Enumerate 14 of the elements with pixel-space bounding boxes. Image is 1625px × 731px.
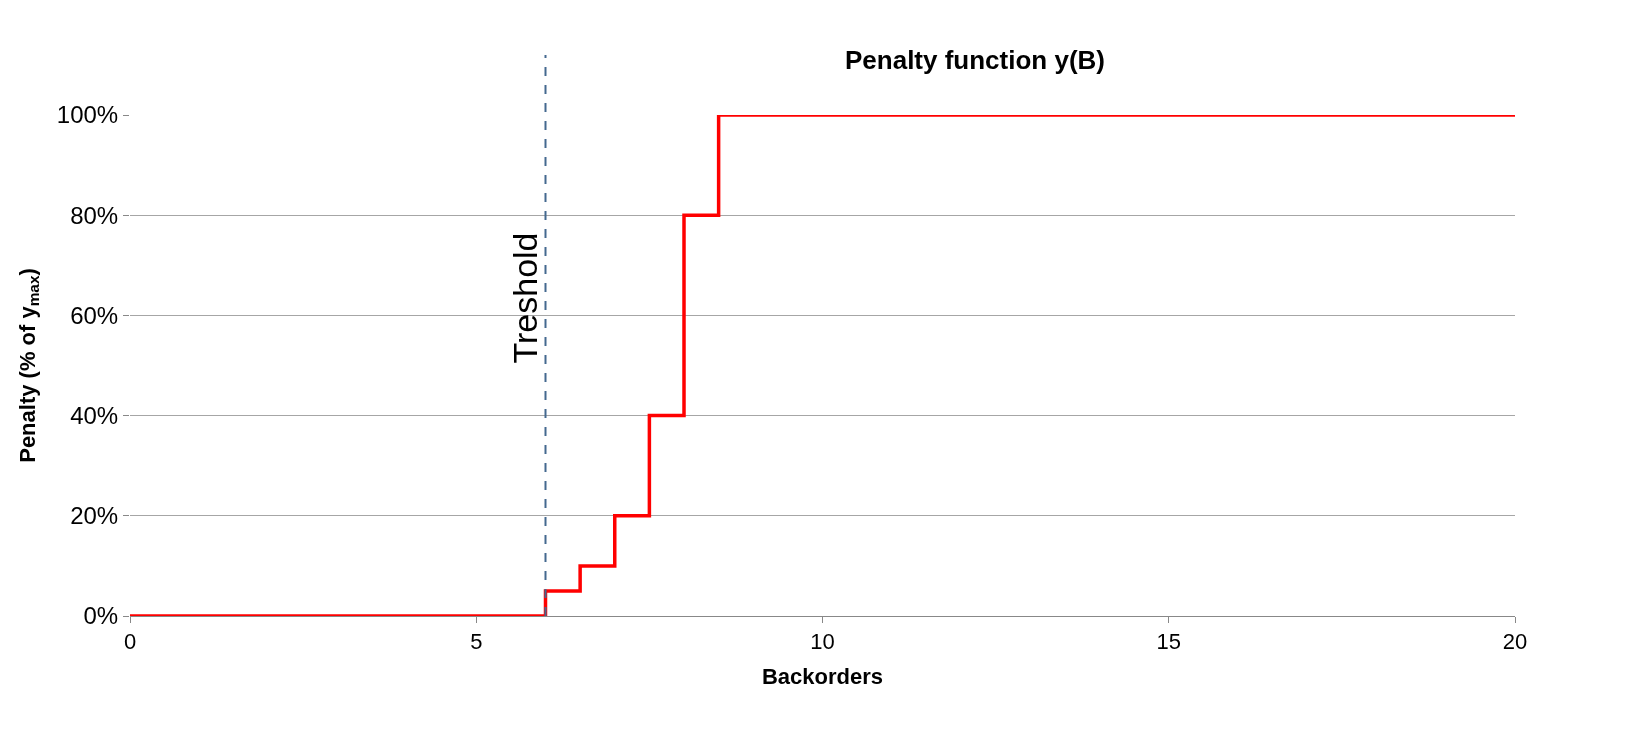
ref-line-label: Treshold xyxy=(505,232,544,364)
x-tick-label: 20 xyxy=(1502,629,1528,655)
x-tick-label: 0 xyxy=(123,629,137,655)
x-tick-label: 15 xyxy=(1156,629,1181,655)
chart-title: Penalty function y(B) xyxy=(844,45,1106,76)
y-tick-label: 0% xyxy=(83,602,119,630)
x-tick-label: 5 xyxy=(470,629,483,655)
y-tick-label: 40% xyxy=(70,402,119,429)
x-tick-label: 10 xyxy=(810,629,835,655)
y-tick-label: 100% xyxy=(56,101,119,129)
y-tick-label: 20% xyxy=(70,502,119,530)
y-tick-label: 60% xyxy=(70,301,119,329)
y-tick-label: 80% xyxy=(70,201,119,229)
x-axis-title: Backorders xyxy=(761,664,884,690)
